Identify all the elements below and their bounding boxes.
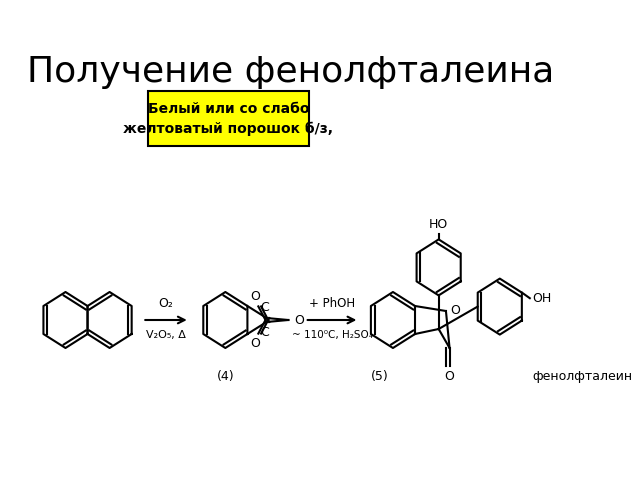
Text: HO: HO [429,218,448,231]
Text: ~ 110⁰C, H₂SO₄: ~ 110⁰C, H₂SO₄ [291,330,372,340]
Text: V₂O₅, Δ: V₂O₅, Δ [146,330,186,340]
Text: O: O [294,313,303,326]
Text: O: O [250,290,260,303]
Text: O: O [445,370,454,383]
Text: C: C [260,326,269,339]
Text: O: O [451,304,460,317]
FancyBboxPatch shape [148,91,308,146]
Text: (5): (5) [371,370,388,383]
Text: фенолфталеин: фенолфталеин [532,370,633,383]
Text: O₂: O₂ [159,297,173,310]
Text: C: C [260,301,269,314]
Text: Получение фенолфталеина: Получение фенолфталеина [28,55,554,89]
Text: O: O [250,336,260,349]
Text: OH: OH [532,292,552,305]
Text: (4): (4) [216,370,234,383]
Text: + PhOH: + PhOH [309,297,355,310]
Text: Белый или со слабо
желтоватый порошок б/з,: Белый или со слабо желтоватый порошок б/… [124,102,333,136]
